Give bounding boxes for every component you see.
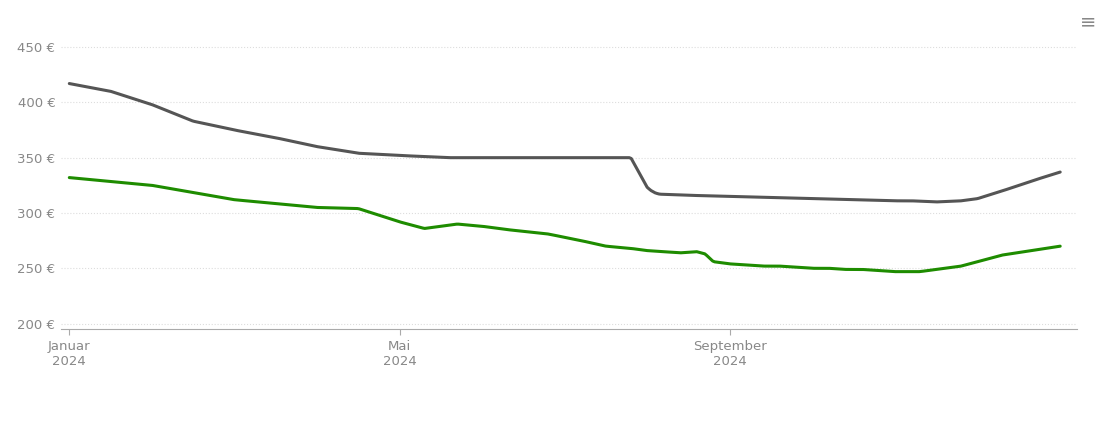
Text: ≡: ≡ bbox=[1080, 13, 1097, 32]
